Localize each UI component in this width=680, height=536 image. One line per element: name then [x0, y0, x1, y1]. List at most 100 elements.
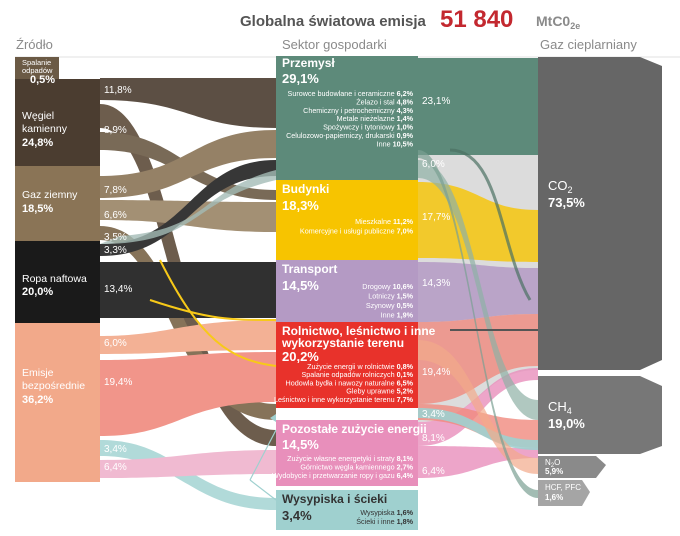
flow-label: 3,3% [104, 245, 127, 256]
sector-item: Żelazo i stal 4,8% [356, 97, 413, 106]
sector-item: Lotniczy 1,5% [368, 292, 413, 301]
source-nodes [15, 57, 100, 482]
source-label-oil: Ropa naftowa [22, 273, 87, 285]
flow-direct-agriculture [100, 352, 276, 436]
flow-label: 6,6% [104, 210, 127, 221]
sector-item: Zużycie energii w rolnictwie 0,8% [307, 362, 413, 371]
total-emission-value: 51 840 [440, 6, 513, 33]
flow-label: 3,4% [422, 409, 445, 420]
flow-label: 19,4% [104, 377, 132, 388]
sector-pct-other-energy: 14,5% [282, 437, 319, 452]
flow-direct-agri-top [100, 320, 276, 354]
flow-agri-n2o [418, 340, 538, 474]
source-label-coal-1: Węgiel [22, 110, 54, 122]
sector-node-waste [276, 490, 418, 530]
sector-name-agriculture-2: wykorzystanie terenu [281, 336, 404, 350]
source-pct-oil: 20,0% [22, 286, 53, 298]
sector-pct-waste: 3,4% [282, 508, 312, 523]
flow-line [449, 148, 532, 301]
gas-name-ch4: CH4 [548, 399, 572, 416]
sector-name-transport: Transport [282, 262, 337, 276]
gas-pct-co2: 73,5% [548, 195, 585, 210]
source-node-coal [15, 79, 100, 166]
sector-item: Inne 1,9% [381, 311, 414, 320]
flow-label: 19,4% [422, 367, 450, 378]
flow-direct-other-energy [100, 450, 276, 478]
sector-items-buildings: Mieszkalne 11,2%Komercyjne i usługi publ… [300, 217, 414, 236]
sector-item: Hodowla bydła i nawozy naturalne 6,5% [286, 378, 414, 387]
source-label-direct-2: bezpośrednie [22, 380, 85, 392]
sector-node-agriculture [276, 322, 418, 408]
source-label-direct-1: Emisje [22, 367, 54, 379]
sector-item: Leśnictwo i inne wykorzystanie terenu 7,… [274, 395, 414, 404]
source-node-direct [15, 323, 100, 482]
flow-coal-industry [100, 78, 276, 128]
flow-label: 6,0% [422, 159, 445, 170]
sector-node-industry [276, 56, 418, 180]
flow-label: 3,5% [104, 232, 127, 243]
flow-label: 8,1% [422, 433, 445, 444]
flow-label: 3,7% [104, 151, 127, 162]
gas-node-hcf [538, 480, 590, 506]
flow-label: 3,4% [104, 444, 127, 455]
flow-yellow-line [159, 259, 277, 367]
flows-left [100, 78, 277, 510]
flows-right [418, 58, 538, 498]
flow-agri-co2 [418, 314, 538, 404]
sector-nodes [249, 56, 418, 530]
column-header-source: Źródło [16, 37, 53, 52]
waste-connector-2 [249, 479, 277, 501]
gas-node-ch4 [538, 376, 662, 454]
sector-items-waste: Wysypiska 1,6%Ścieki i inne 1,8% [356, 508, 413, 526]
source-label-waste-burning-2: odpadów [22, 66, 53, 75]
source-label-waste-burning-1: Spalanie [22, 58, 51, 67]
sector-pct-industry: 29,1% [282, 71, 319, 86]
flow-label: 14,3% [422, 278, 450, 289]
flow-process-industry [100, 170, 276, 244]
flow-label: 8,9% [104, 125, 127, 136]
sector-items-agriculture: Zużycie energii w rolnictwie 0,8%Spalani… [274, 362, 414, 404]
gas-node-co2 [538, 57, 662, 370]
sector-item: Zużycie własne energetyki i straty 8,1% [287, 454, 413, 463]
gas-node-n2o [538, 456, 606, 478]
source-pct-direct: 36,2% [22, 394, 53, 406]
sector-item: Spożywczy i tytoniowy 1,0% [323, 123, 413, 132]
sector-item: Drogowy 10,6% [362, 282, 413, 291]
flow-label: 6,0% [104, 338, 127, 349]
gas-pct-ch4: 19,0% [548, 416, 585, 431]
flow-label: 6,4% [104, 462, 127, 473]
sector-item: Inne 10,5% [377, 139, 414, 148]
source-label-gas: Gaz ziemny [22, 189, 78, 201]
sector-pct-buildings: 18,3% [282, 198, 319, 213]
waste-connector [249, 429, 277, 481]
sector-pct-transport: 14,5% [282, 278, 319, 293]
sector-name-other-energy: Pozostałe zużycie energii [282, 422, 427, 436]
gas-pct-n2o: 5,9% [545, 467, 563, 476]
source-node-gas [15, 166, 100, 241]
sector-item: Gleby uprawne 5,2% [346, 387, 413, 396]
sector-item: Mieszkalne 11,2% [355, 217, 414, 226]
flow-industry-ch4 [418, 160, 538, 420]
flow-label: 6,4% [422, 466, 445, 477]
source-pct-waste-burning: 0,5% [30, 74, 55, 86]
flow-label: 7,8% [104, 185, 127, 196]
flow-gas-industry [100, 130, 276, 198]
source-pct-coal: 24,8% [22, 137, 53, 149]
gas-nodes [538, 57, 662, 506]
sector-items-other-energy: Zużycie własne energetyki i straty 8,1%G… [272, 454, 414, 480]
gas-name-n2o: N2O [545, 458, 560, 469]
sector-item: Metale nieżelazne 1,4% [337, 114, 414, 123]
waste-arrow [270, 414, 276, 422]
sector-item: Szynowy 0,5% [366, 301, 414, 310]
source-label-coal-2: kamienny [22, 123, 68, 135]
sector-node-buildings [276, 180, 418, 260]
flow-oil-industry [100, 160, 276, 256]
sector-item: Wydobycie i przetwarzanie ropy i gazu 6,… [272, 471, 414, 480]
sector-item: Ścieki i inne 1,8% [356, 517, 413, 526]
flow-waste-ch4 [418, 408, 538, 450]
source-node-waste-burning [15, 57, 59, 79]
sector-name-industry: Przemysł [282, 56, 335, 70]
flow-label: 11,8% [104, 85, 132, 96]
sector-name-buildings: Budynki [282, 182, 329, 196]
